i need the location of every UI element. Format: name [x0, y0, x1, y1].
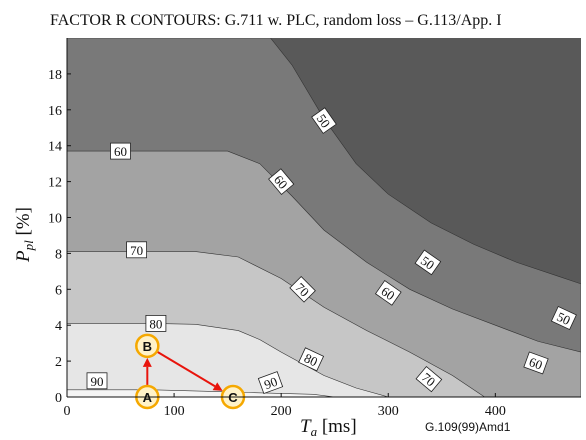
contour-label-text: 50 [555, 309, 573, 328]
source-label: G.109(99)Amd1 [425, 420, 511, 434]
contour-label-box [126, 241, 148, 259]
contour-label-text: 90 [91, 374, 104, 389]
contour-label-box [86, 372, 108, 390]
contour-label: 60 [523, 351, 549, 375]
contour-label-box [110, 142, 131, 160]
contour-label-text: 80 [149, 316, 162, 331]
x-tick-label: 100 [164, 404, 185, 419]
y-tick-label: 14 [48, 140, 62, 155]
contour-label: 60 [374, 280, 402, 306]
contour-label-text: 70 [130, 243, 143, 258]
contour-label-text: 60 [114, 144, 127, 159]
contour-label: 80 [145, 314, 167, 332]
y-axis-label-var: P [13, 250, 34, 263]
contour-label: 90 [257, 371, 284, 395]
contour-label-box [523, 351, 549, 375]
y-axis-ticks: 0 2 4 6 8 10 12 14 16 18 [48, 68, 71, 406]
contour-label: 70 [289, 276, 316, 303]
contour-label: 80 [298, 347, 325, 372]
x-axis-label-sub: a [311, 424, 318, 439]
contour-label-text: 60 [527, 354, 544, 373]
y-tick-label: 16 [48, 104, 62, 119]
contour-label-box [268, 168, 295, 195]
contour-label: 70 [126, 241, 148, 259]
x-tick-label: 0 [64, 404, 71, 419]
x-axis-label: Ta [ms] [300, 416, 357, 439]
x-tick-label: 200 [271, 404, 292, 419]
contour-label-text: 90 [262, 374, 279, 393]
chart-title: FACTOR R CONTOURS: G.711 w. PLC, random … [50, 12, 502, 29]
y-tick-label: 18 [48, 68, 62, 83]
contour-label: 60 [110, 142, 131, 160]
contour-label: 50 [550, 305, 577, 331]
arrow-head [212, 382, 223, 391]
y-axis-label-sub: pl [21, 240, 36, 252]
y-tick-label: 8 [55, 247, 62, 262]
contour-label-text: 80 [302, 350, 320, 369]
y-axis-label: Ppl [%] [13, 207, 36, 263]
arrow-head [142, 357, 152, 367]
y-tick-label: 0 [55, 391, 62, 406]
contour-bands [67, 38, 581, 397]
contour-label-box [289, 276, 316, 303]
x-axis-label-unit: [ms] [317, 416, 357, 437]
contour-label-box [311, 107, 337, 134]
contour-label-box [298, 347, 325, 372]
point-label: B [143, 339, 152, 354]
y-tick-label: 12 [48, 176, 62, 191]
y-tick-label: 6 [55, 283, 62, 298]
contour-label-box [414, 249, 442, 276]
contour-label: 50 [414, 249, 442, 276]
contour-label: 50 [311, 107, 337, 134]
x-tick-label: 400 [485, 404, 506, 419]
contour-label-box [145, 314, 167, 332]
arrow-line [157, 351, 216, 388]
x-tick-label: 300 [378, 404, 399, 419]
contour-label: 70 [415, 365, 443, 393]
x-axis-ticks: 0 100 200 300 400 [64, 393, 506, 419]
contour-label-box [550, 305, 577, 331]
y-tick-label: 4 [55, 319, 62, 334]
contour-label: 60 [268, 168, 295, 195]
contour-label-box [257, 371, 284, 395]
contour-labels: 90 80 70 60 90 80 70 60 50 70 60 50 60 50 [86, 107, 577, 395]
contour-label-box [374, 280, 402, 306]
x-axis-label-var: T [300, 416, 312, 437]
contour-label-box [415, 365, 443, 393]
y-axis-label-unit: [%] [13, 207, 34, 240]
point-marker [135, 333, 160, 359]
y-tick-label: 10 [48, 212, 62, 227]
contour-label: 90 [86, 372, 108, 390]
y-tick-label: 2 [55, 355, 62, 370]
